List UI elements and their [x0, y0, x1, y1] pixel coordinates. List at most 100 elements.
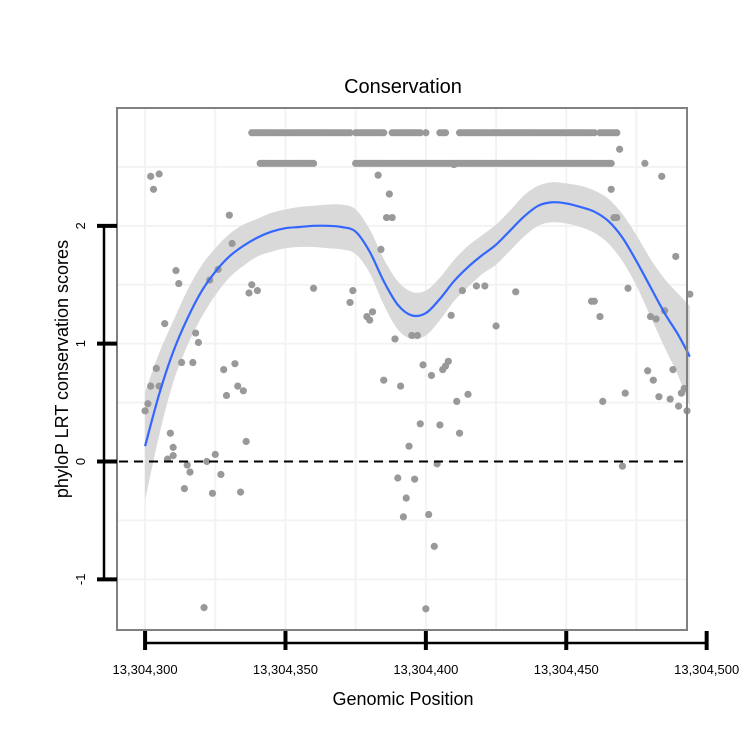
data-point	[175, 279, 183, 288]
data-point	[183, 461, 191, 469]
data-point	[590, 297, 598, 305]
data-point	[655, 393, 663, 401]
data-point	[402, 494, 410, 502]
data-point	[374, 171, 382, 179]
x-axis-label: Genomic Position	[332, 689, 473, 709]
data-point	[346, 129, 354, 137]
plot-panel-background	[117, 108, 687, 630]
data-point	[416, 420, 424, 428]
y-tick-label: 0	[73, 458, 88, 465]
data-point	[385, 190, 393, 198]
data-point	[245, 289, 253, 297]
data-point	[652, 315, 660, 323]
data-point	[649, 376, 657, 384]
data-point	[641, 159, 649, 167]
data-point	[180, 485, 188, 493]
data-point	[455, 429, 464, 437]
data-point	[200, 604, 208, 612]
plot-panel-border	[116, 107, 688, 631]
x-axis: 13,304,300 13,304,350 13,304,400 13,304,450…	[113, 631, 739, 677]
data-point	[242, 437, 250, 446]
scatter-points	[141, 129, 694, 613]
data-point	[399, 513, 407, 521]
data-point	[147, 172, 155, 180]
data-point	[405, 442, 413, 450]
data-point	[194, 338, 203, 347]
data-point	[177, 358, 186, 367]
data-point	[416, 129, 424, 137]
data-point	[616, 145, 624, 153]
data-point	[228, 239, 236, 248]
data-point	[607, 159, 615, 167]
data-point	[217, 470, 225, 479]
x-tick-label: 13,304,450	[534, 662, 599, 677]
data-point	[624, 284, 632, 292]
data-point	[613, 129, 621, 137]
data-point	[607, 185, 615, 193]
data-point	[169, 443, 177, 451]
data-point	[590, 129, 598, 137]
y-axis-label: phyloP LRT conservation scores	[52, 240, 72, 498]
data-point	[621, 389, 629, 397]
data-point	[147, 382, 155, 390]
x-tick-label: 13,304,300	[113, 662, 178, 677]
data-point	[186, 468, 194, 476]
data-point	[211, 450, 219, 459]
data-point	[366, 316, 374, 324]
data-point	[658, 172, 666, 180]
data-point	[380, 129, 388, 137]
data-point	[309, 159, 318, 167]
data-point	[161, 320, 169, 328]
data-point	[672, 252, 680, 261]
data-point	[388, 213, 396, 222]
data-point	[512, 288, 520, 296]
data-point	[472, 282, 481, 290]
data-point	[220, 365, 228, 374]
data-point	[192, 329, 200, 337]
data-point	[411, 475, 419, 483]
data-point	[458, 287, 466, 295]
data-point	[253, 287, 261, 295]
data-point	[419, 361, 427, 369]
data-point	[189, 358, 197, 367]
data-point	[644, 367, 652, 375]
data-point	[669, 365, 677, 374]
data-point	[618, 462, 627, 470]
data-point	[447, 311, 455, 319]
data-point	[464, 390, 472, 398]
data-point	[149, 185, 158, 193]
data-point	[144, 400, 152, 408]
data-point	[309, 284, 318, 292]
data-point	[234, 382, 242, 390]
data-point	[141, 407, 149, 415]
data-point	[368, 308, 377, 316]
data-point	[413, 331, 422, 340]
x-tick-label: 13,304,400	[393, 662, 458, 677]
data-point	[444, 357, 452, 365]
data-point	[599, 397, 607, 405]
y-tick-label: -1	[73, 574, 88, 586]
data-point	[169, 452, 177, 460]
data-point	[225, 211, 233, 219]
smooth-line	[144, 201, 691, 447]
data-point	[239, 387, 247, 395]
data-point	[155, 170, 163, 178]
data-point	[391, 335, 399, 343]
y-tick-label: 2	[73, 222, 88, 229]
x-tick-label: 13,304,500	[674, 662, 739, 677]
data-point	[166, 429, 174, 437]
data-point	[422, 605, 430, 613]
data-point	[436, 421, 444, 429]
data-point	[686, 290, 694, 298]
data-point	[208, 489, 217, 497]
data-point	[377, 245, 385, 253]
data-point	[394, 474, 402, 482]
data-point	[453, 397, 461, 405]
data-point	[430, 542, 438, 550]
data-point	[172, 267, 180, 275]
x-tick-label: 13,304,350	[253, 662, 318, 677]
data-point	[397, 382, 405, 390]
data-point	[236, 488, 245, 496]
y-axis: -1 0 1 2	[73, 222, 117, 585]
